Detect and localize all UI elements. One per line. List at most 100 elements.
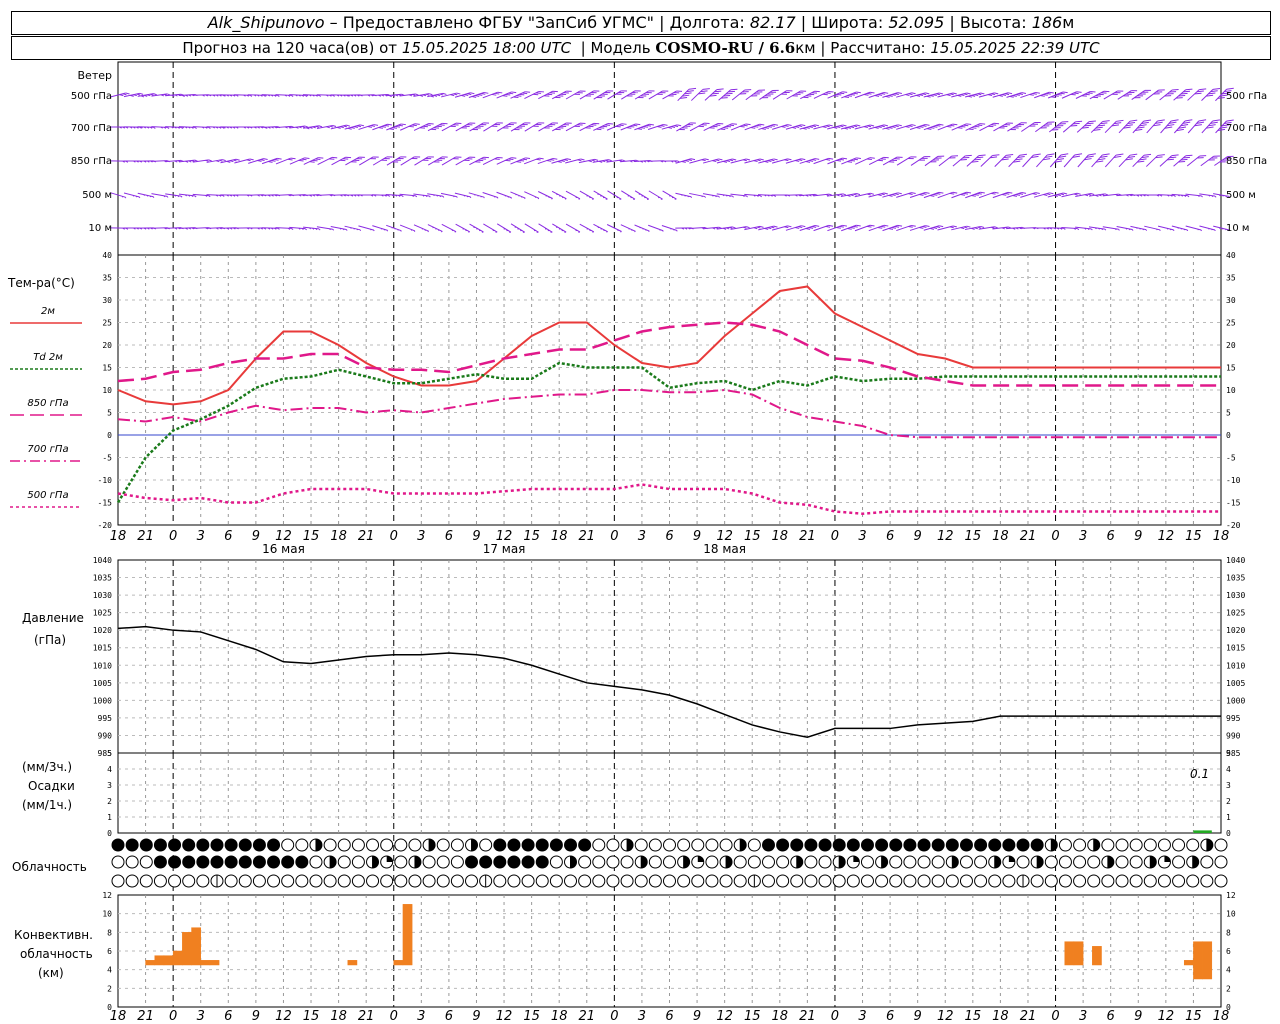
wind-barb-shaft <box>344 225 361 231</box>
wind-barb <box>745 89 765 101</box>
wind-barb-feather <box>908 193 913 195</box>
pressure-line <box>117 625 1221 738</box>
wind-barb-feather <box>257 126 260 129</box>
precip-ytick: 5 <box>107 749 112 758</box>
wind-barb-feather <box>883 192 888 195</box>
cloud-symbol <box>436 838 450 852</box>
cloud-symbol <box>139 838 153 852</box>
model-label: Модель <box>590 39 651 57</box>
wind-barb <box>909 225 930 231</box>
pressure-layer <box>117 625 1221 738</box>
wind-barb-feather <box>229 160 234 163</box>
wind-barb-feather <box>332 228 335 231</box>
wind-barb <box>289 125 309 129</box>
wind-barb-feather <box>1127 155 1136 159</box>
temp-title: Тем-ра(°С) <box>7 276 75 290</box>
cloud-symbol <box>719 874 733 888</box>
wind-barb-feather <box>1053 95 1059 97</box>
wind-barb-feather <box>730 88 738 91</box>
wind-barb-feather <box>188 126 191 129</box>
wind-barb-feather <box>952 191 958 194</box>
wind-barb-feather <box>232 94 236 97</box>
wind-barb <box>565 223 581 233</box>
wind-barb-feather <box>753 125 759 128</box>
wind-barb-shaft <box>524 191 540 199</box>
wind-barb-feather <box>395 194 398 197</box>
cloud-symbol <box>634 874 648 888</box>
wind-barb-feather <box>140 126 143 129</box>
cloud-symbol <box>1157 874 1171 888</box>
wind-barb-feather <box>298 227 301 230</box>
wind-barb-feather <box>194 195 197 198</box>
cloud-symbol-fill <box>330 856 337 868</box>
alt-unit: м <box>1062 13 1075 32</box>
wind-barb-feather <box>301 158 307 161</box>
wind-barb-feather <box>208 195 211 198</box>
wind-barb-feather <box>516 95 522 97</box>
wind-barb-feather <box>745 123 751 126</box>
wind-barb-feather <box>1084 158 1092 161</box>
wind-barb-feather <box>1194 92 1202 95</box>
cloud-symbol <box>1058 855 1072 869</box>
wind-barb-feather <box>274 158 279 161</box>
wind-barb <box>840 193 861 197</box>
wind-barb-feather <box>966 92 971 95</box>
wind-barb-feather <box>753 160 758 163</box>
wind-barb-feather <box>978 154 986 157</box>
cloud-symbol-fill <box>372 856 379 868</box>
wind-barb <box>206 194 225 197</box>
wind-barb-feather <box>511 157 517 159</box>
wind-barb-feather <box>336 126 341 129</box>
wind-barb-feather <box>339 94 343 97</box>
wind-barb-feather <box>897 224 903 227</box>
precip-ytick: 3 <box>107 781 112 790</box>
conv-xtick: 9 <box>693 1009 701 1024</box>
wind-barb-feather <box>291 94 294 97</box>
wind-barb <box>359 156 379 166</box>
wind-barb-feather <box>534 196 537 198</box>
wind-barb-feather <box>1100 155 1108 158</box>
wind-barb <box>455 156 476 166</box>
wind-barb-feather <box>919 126 924 128</box>
wind-barb-feather <box>185 227 188 230</box>
cloud-symbol <box>549 874 563 888</box>
wind-barb <box>593 123 613 131</box>
wind-barb-shaft <box>634 224 650 232</box>
cloud-symbol <box>1172 874 1186 888</box>
wind-barb-feather <box>232 126 236 129</box>
wind-barb <box>730 193 748 198</box>
wind-barb-shaft <box>607 190 622 200</box>
wind-barb-feather <box>181 126 185 129</box>
cloud-symbol <box>337 874 351 888</box>
wind-barb-feather <box>795 227 800 229</box>
wind-barb-feather <box>356 194 360 197</box>
wind-barb-feather <box>421 228 424 230</box>
temp-ytick: 5 <box>1226 409 1231 418</box>
wind-barb-feather <box>436 194 438 197</box>
wind-barb <box>826 193 847 197</box>
wind-barb-feather <box>588 160 592 163</box>
wind-barb-feather <box>709 94 717 97</box>
wind-barb-shaft <box>469 223 484 233</box>
wind-barb-feather <box>346 124 351 127</box>
temp-xtick: 0 <box>831 529 839 544</box>
wind-barb-feather <box>877 194 882 197</box>
wind-barb <box>469 156 489 166</box>
wind-barb-feather <box>767 160 772 163</box>
pressure-ytick: 1015 <box>93 644 112 653</box>
wind-barb-feather <box>1063 227 1066 230</box>
wind-barb-feather <box>722 227 727 230</box>
conv-bar <box>1092 946 1102 966</box>
wind-barb-feather <box>856 224 861 227</box>
wind-barb-feather <box>1185 88 1193 91</box>
cloud-symbol <box>860 838 874 852</box>
wind-barb-feather <box>223 126 226 129</box>
wind-barb-feather <box>205 194 208 197</box>
wind-barb-feather <box>1101 228 1104 231</box>
cloud-symbol <box>663 874 676 888</box>
wind-barb-feather <box>171 94 175 97</box>
wind-barb-feather <box>1143 153 1152 156</box>
wind-barb-feather <box>191 195 194 198</box>
wind-barb <box>1201 88 1221 101</box>
conv-bar <box>1193 941 1203 980</box>
